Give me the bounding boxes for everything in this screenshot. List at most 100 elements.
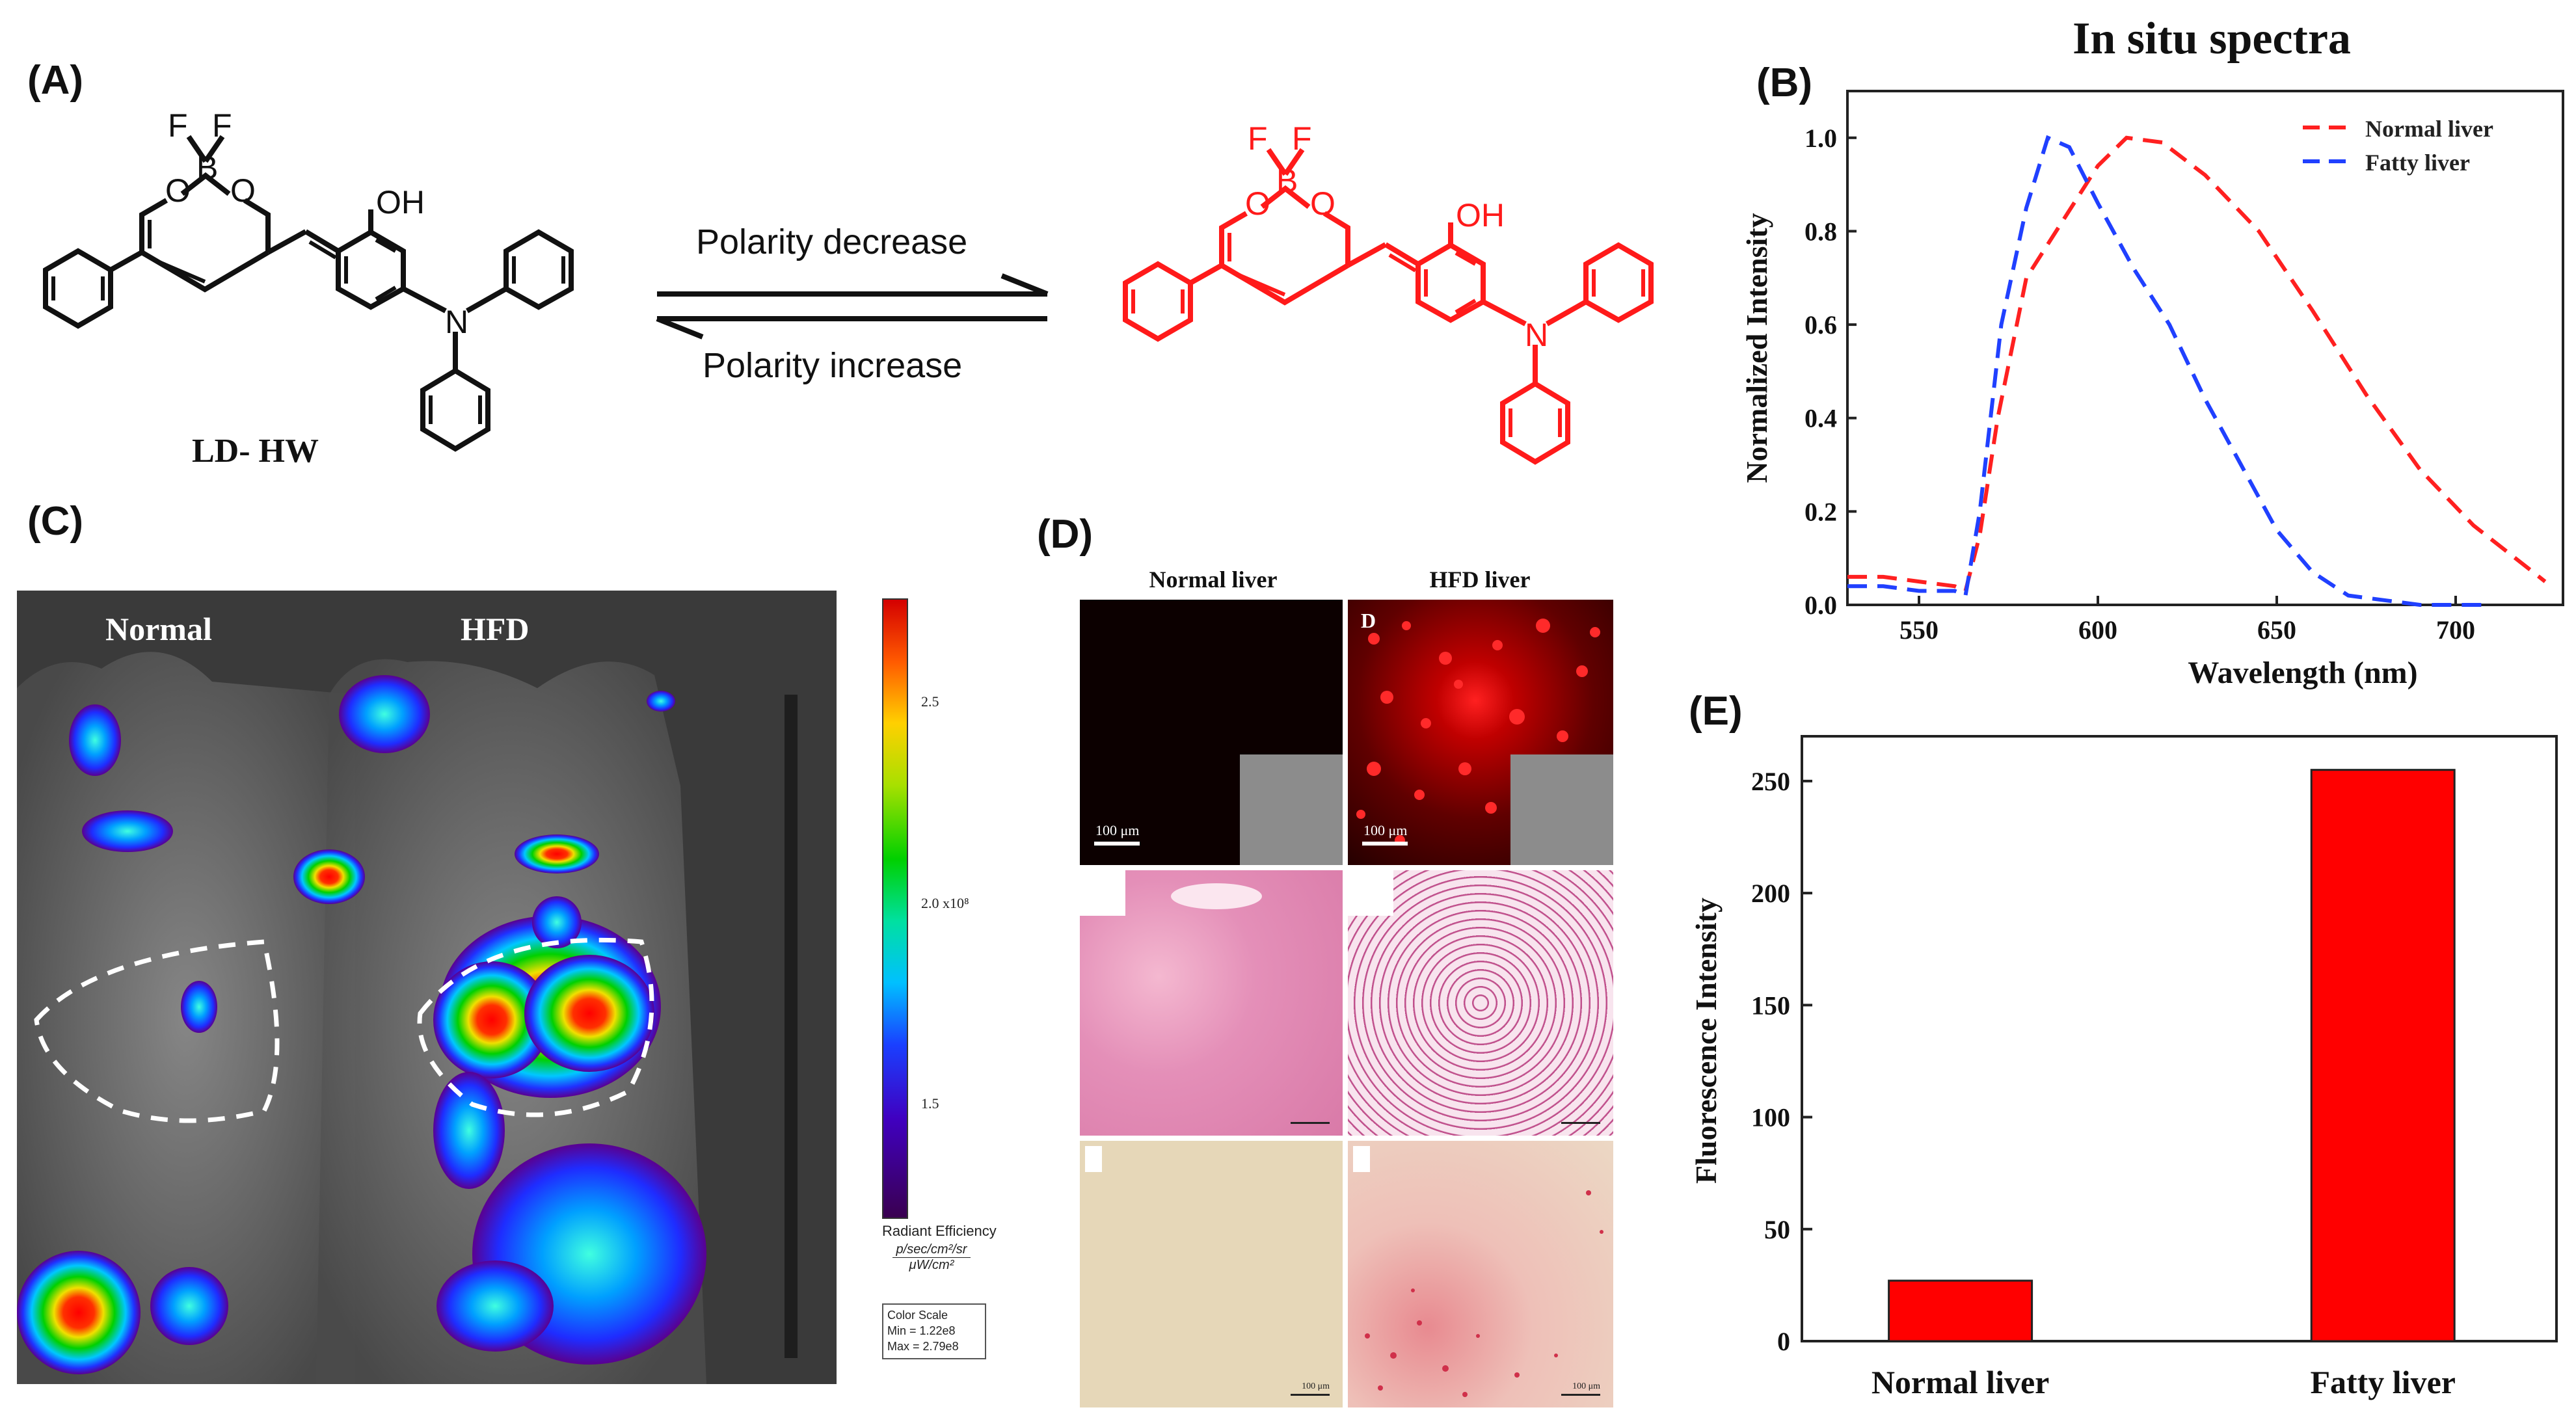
y-tick-label: 0.2 <box>1805 497 1837 526</box>
colorbar-tick-20: 2.0 x10⁸ <box>921 895 969 911</box>
fluor-normal: 100 μm <box>1080 600 1343 865</box>
y-tick-label: 0.4 <box>1805 404 1837 433</box>
scalebar <box>1362 842 1408 846</box>
molecule-red <box>1125 150 1651 462</box>
colorbar-title: Radiant Efficiency <box>882 1223 997 1239</box>
oro-normal: 100 μm <box>1080 1141 1343 1407</box>
y-tick-label: 100 <box>1751 1103 1790 1132</box>
series-line-fatty <box>1847 135 2491 607</box>
atom-o-right-red: O <box>1310 185 1335 222</box>
scalebar-label: 100 μm <box>1095 822 1140 838</box>
brightfield-inset <box>1240 754 1343 865</box>
scalebar-label: 100 μm <box>1302 1381 1330 1391</box>
atom-o-left: O <box>165 172 191 209</box>
y-tick-label: 50 <box>1764 1215 1790 1244</box>
atom-f1-red: F <box>1248 120 1268 157</box>
fluor-hfd: D 100 μm <box>1348 600 1613 865</box>
atom-n: N <box>445 304 468 340</box>
colorbar <box>882 598 908 1219</box>
arrow-label-decrease: Polarity decrease <box>696 222 967 261</box>
colorbar-exponent: x10⁸ <box>943 895 969 911</box>
chart-title: In situ spectra <box>2073 14 2351 64</box>
x-tick-label: 650 <box>2257 615 2296 645</box>
x-tick-label: 700 <box>2436 615 2475 645</box>
legend-label-normal: Normal liver <box>2365 116 2493 142</box>
spectra-chart: In situ spectra 0.0 0.2 0.4 0.6 0.8 1.0 550 60… <box>1740 14 2564 690</box>
roi-normal <box>34 939 280 1123</box>
x-tick-label: 550 <box>1899 615 1939 645</box>
y-tick-label: 200 <box>1751 879 1790 908</box>
legend: Normal liver Fatty liver <box>2303 116 2493 176</box>
arrow-label-increase: Polarity increase <box>703 346 962 385</box>
label-blank <box>1080 870 1125 916</box>
panel-label-c: (C) <box>27 499 84 544</box>
compound-name: LD- HW <box>192 433 319 470</box>
atom-oh-red: OH <box>1456 197 1505 233</box>
legend-label-fatty: Fatty liver <box>2365 150 2470 176</box>
oro-hfd: 100 μm <box>1348 1141 1613 1407</box>
atom-f2: F <box>212 107 232 144</box>
y-axis-label: Fluorescence Intensity <box>1689 898 1723 1184</box>
panel-label-b: (B) <box>1756 60 1813 105</box>
label-blank <box>1348 870 1393 916</box>
y-tick-label: 0.0 <box>1805 591 1837 620</box>
colorbar-tick-15: 1.5 <box>921 1095 939 1112</box>
fluor-droplets <box>1356 619 1600 846</box>
scalebar-label: 100 μm <box>1363 822 1408 838</box>
y-tick-label: 250 <box>1751 767 1790 796</box>
atom-o-left-red: O <box>1245 185 1270 222</box>
category-label: Fatty liver <box>2310 1364 2456 1400</box>
scalebar <box>1291 1122 1330 1124</box>
series-line-normal <box>1847 135 2547 594</box>
colorscale-box: Color Scale Min = 1.22e8 Max = 2.79e8 <box>882 1303 986 1359</box>
label-blank <box>1353 1146 1370 1172</box>
category-label: Normal liver <box>1872 1364 2050 1400</box>
scalebar <box>1561 1394 1600 1396</box>
colorbar-tick-25: 2.5 <box>921 693 939 710</box>
atom-o-right: O <box>230 172 256 209</box>
bar-normal-liver <box>1888 1279 2033 1342</box>
brightfield-inset <box>1510 754 1613 865</box>
bar-fatty-liver <box>2310 769 2456 1342</box>
vessel <box>1171 883 1262 909</box>
he-hfd <box>1348 870 1613 1136</box>
ivis-image: Normal HFD <box>17 591 837 1384</box>
atom-n-red: N <box>1525 317 1548 353</box>
equilibrium-arrow <box>656 273 1049 340</box>
reaction-scheme: O O B F F OH N LD- HW Polarity decrease … <box>0 107 1704 470</box>
y-tick-label: 0.8 <box>1805 217 1837 246</box>
y-tick-label: 150 <box>1751 991 1790 1020</box>
plot-frame <box>1801 735 2558 1342</box>
colorbar-unit: p/sec/cm²/sr μW/cm² <box>892 1242 971 1273</box>
roi-hfd <box>417 937 654 1117</box>
oro-droplets <box>1365 1190 1603 1397</box>
atom-f2-red: F <box>1292 120 1312 157</box>
atom-b: B <box>196 150 218 186</box>
scalebar <box>1561 1122 1600 1124</box>
col-label-normal: Normal liver <box>1149 567 1278 593</box>
panel-label-d: (D) <box>1037 512 1093 557</box>
scalebar <box>1291 1394 1330 1396</box>
atom-oh: OH <box>376 184 425 220</box>
atom-f1: F <box>168 107 188 144</box>
y-axis-label: Normalized Intensity <box>1740 213 1773 483</box>
y-tick-label: 0.6 <box>1805 310 1837 340</box>
panel-letter-d: D <box>1361 609 1376 632</box>
panel-label-e: (E) <box>1689 689 1743 734</box>
scalebar <box>1094 842 1140 846</box>
label-hfd: HFD <box>461 611 530 647</box>
label-normal: Normal <box>105 611 212 647</box>
label-blank <box>1085 1146 1102 1172</box>
he-normal <box>1080 870 1343 1136</box>
x-tick-label: 600 <box>2078 615 2117 645</box>
col-label-hfd: HFD liver <box>1429 567 1531 593</box>
molecule-ld-hw <box>46 137 571 449</box>
atom-b-red: B <box>1276 163 1298 199</box>
scalebar-label: 100 μm <box>1572 1381 1600 1391</box>
plot-frame <box>1846 90 2564 606</box>
x-axis-label: Wavelength (nm) <box>2188 656 2417 690</box>
y-tick-label: 1.0 <box>1805 124 1837 153</box>
panel-label-a: (A) <box>27 58 84 103</box>
y-tick-label: 0 <box>1777 1327 1790 1356</box>
